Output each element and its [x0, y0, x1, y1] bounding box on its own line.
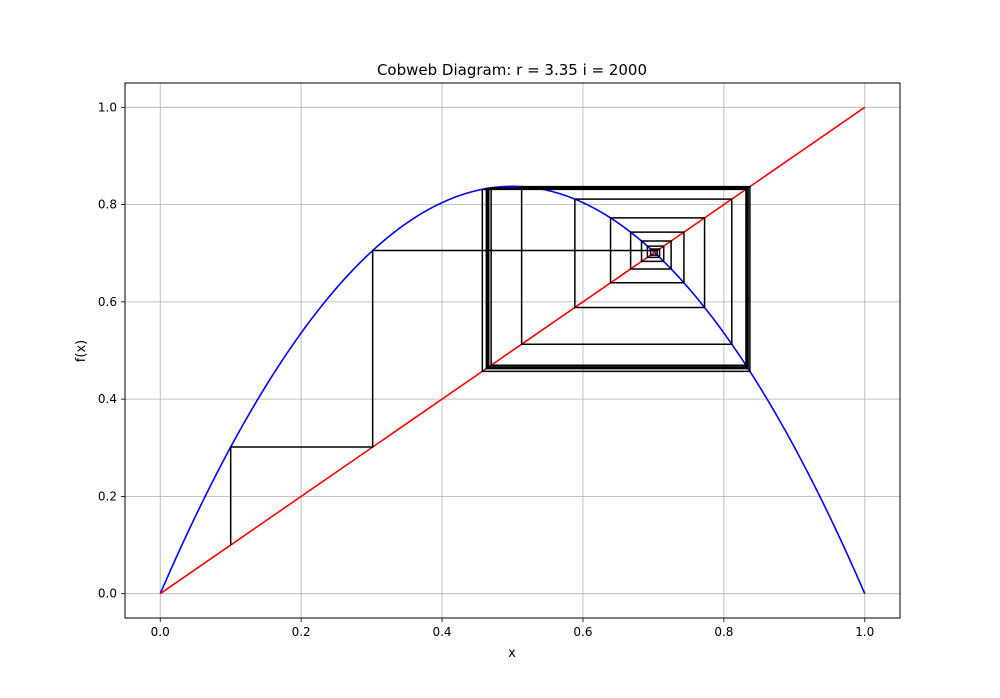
x-tick-label: 0.0 [151, 625, 170, 639]
ticks: 0.0 0.2 0.4 0.6 0.8 1.0 0.0 0.2 0.4 0.6 0.8 1.0 [98, 100, 874, 639]
plot-area [159, 106, 866, 595]
x-tick-label: 0.4 [432, 625, 451, 639]
axes-frame [124, 82, 901, 619]
x-axis-label: x [508, 646, 516, 661]
x-tick-label: 0.8 [714, 625, 733, 639]
y-tick-label: 0.6 [98, 295, 117, 309]
y-tick-label: 0.8 [98, 198, 117, 212]
chart-title: Cobweb Diagram: r = 3.35 i = 2000 [377, 61, 647, 79]
y-axis-label: f(x) [74, 340, 89, 362]
y-tick-label: 0.0 [98, 587, 117, 601]
y-tick-label: 0.4 [98, 392, 117, 406]
x-tick-label: 1.0 [855, 625, 874, 639]
grid [125, 83, 900, 618]
y-tick-label: 1.0 [98, 100, 117, 114]
x-tick-label: 0.2 [292, 625, 311, 639]
x-tick-label: 0.6 [573, 625, 592, 639]
y-tick-label: 0.2 [98, 489, 117, 503]
cobweb-series [229, 185, 751, 546]
